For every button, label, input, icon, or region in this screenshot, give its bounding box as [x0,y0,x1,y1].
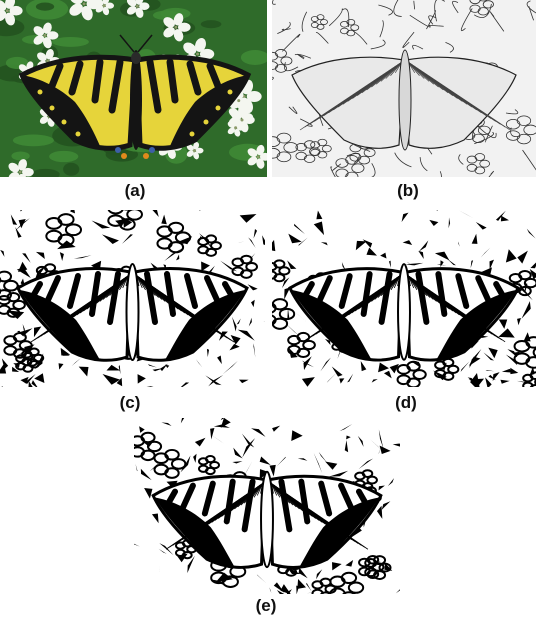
panel-a-image [0,0,267,177]
butterfly-binary-c [0,210,265,387]
panel-c-image [0,210,265,387]
panel-e-image [134,418,400,594]
panel-a-caption: (a) [124,181,146,200]
panel-b-image [272,0,536,177]
panel-c-caption: (c) [119,393,141,412]
panel-d-caption: (d) [395,393,417,412]
panel-b-caption: (b) [397,181,419,200]
butterfly-binary-d [272,210,536,387]
butterfly-sketch [272,0,536,177]
butterfly-photo [0,0,267,177]
panel-d-image [272,210,536,387]
panel-e-caption: (e) [255,596,277,615]
butterfly-binary-e [134,418,400,594]
